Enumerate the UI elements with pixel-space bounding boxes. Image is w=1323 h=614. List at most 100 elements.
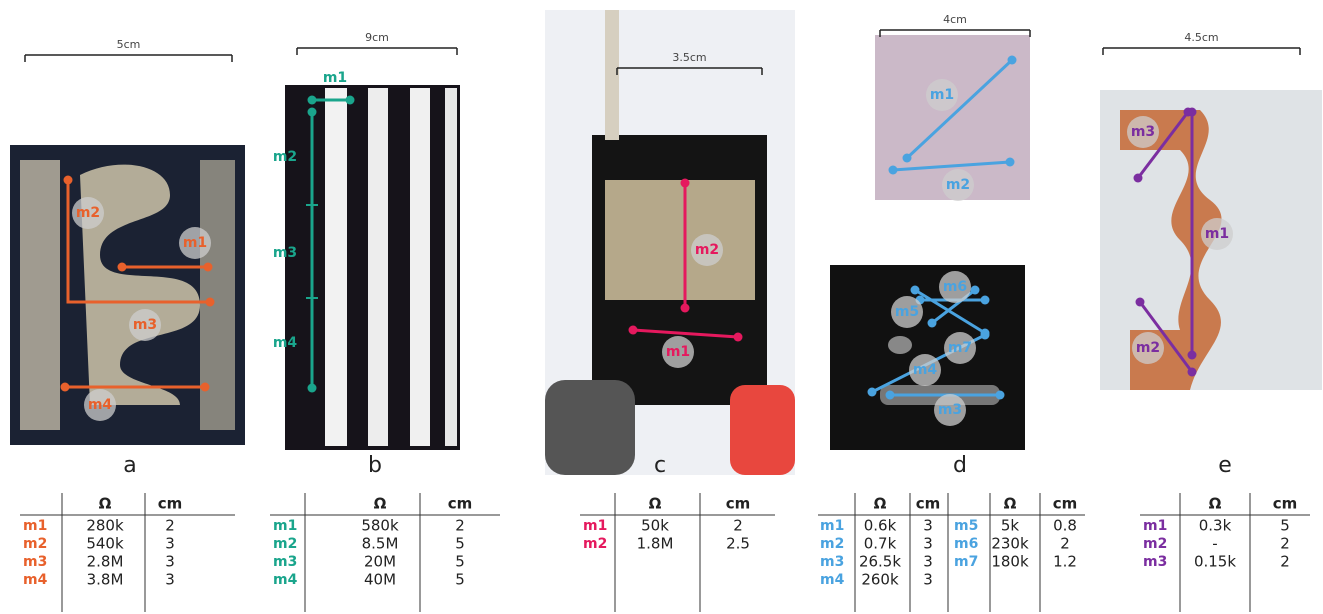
measure-line: [1138, 301, 1194, 373]
table-cell: 3: [923, 535, 933, 553]
measure-label: m3: [273, 245, 297, 261]
row-label: m5: [954, 518, 978, 534]
table-header: Ω: [649, 495, 662, 513]
measure-label: m4: [913, 362, 938, 378]
label-bubble: [909, 354, 941, 386]
table-cell: 1.2: [1053, 553, 1077, 571]
measure-label: m2: [1136, 340, 1160, 356]
table-cell: 3: [165, 535, 175, 553]
table-cell: 40M: [364, 571, 396, 589]
table-cell: 3: [165, 571, 175, 589]
table-cell: 0.6k: [864, 517, 897, 535]
measure-dot: [902, 153, 912, 163]
table-cell: 280k: [86, 517, 124, 535]
table-cell: 0.15k: [1194, 553, 1236, 571]
table-header: cm: [726, 495, 751, 513]
measure-dot: [1007, 55, 1017, 65]
measure-dot: [970, 285, 980, 295]
measure-label: m1: [930, 87, 954, 103]
measure-dot: [307, 95, 317, 105]
panel-letter: c: [654, 453, 666, 478]
measure-line: [892, 160, 1011, 172]
measure-label: m1: [1205, 226, 1229, 242]
table-cell: 3: [923, 517, 933, 535]
label-bubble: [84, 389, 116, 421]
measure-dot: [885, 390, 895, 400]
measure-dot: [1187, 107, 1197, 117]
measure-label: m3: [1131, 124, 1155, 140]
label-bubble: [662, 336, 694, 368]
row-label: m3: [23, 554, 47, 570]
measure-dot: [1187, 350, 1197, 360]
measure-line: [66, 180, 210, 304]
scale-label: 4.5cm: [1184, 31, 1218, 44]
row-label: m1: [23, 518, 47, 534]
label-bubble: [691, 234, 723, 266]
row-label: m2: [23, 536, 47, 552]
label-bubble: [129, 309, 161, 341]
scale-label: 4cm: [943, 13, 967, 26]
table-header: cm: [1053, 495, 1078, 513]
panel-letter: a: [123, 453, 136, 478]
measure-dot: [1133, 173, 1143, 183]
measure-dot: [117, 262, 127, 272]
row-label: m6: [954, 536, 978, 552]
table-cell: 20M: [364, 553, 396, 571]
table-cell: 2: [455, 517, 465, 535]
row-label: m2: [273, 536, 297, 552]
table-header: Ω: [1209, 495, 1222, 513]
table-header: cm: [448, 495, 473, 513]
table-cell: 3: [923, 553, 933, 571]
measure-label: m2: [695, 242, 719, 258]
measure-dot: [628, 325, 638, 335]
table-cell: 2: [1280, 553, 1290, 571]
measure-label: m3: [133, 317, 157, 333]
row-label: m1: [1143, 518, 1167, 534]
table-cell: 5k: [1001, 517, 1020, 535]
measure-label: m7: [948, 340, 972, 356]
row-label: m4: [820, 572, 845, 588]
measure-label: m4: [88, 397, 113, 413]
measure-label: m1: [323, 70, 347, 86]
row-label: m1: [820, 518, 844, 534]
table-cell: 1.8M: [637, 535, 674, 553]
table-cell: 2.5: [726, 535, 750, 553]
table-cell: 2: [733, 517, 743, 535]
table-cell: 230k: [991, 535, 1029, 553]
row-label: m2: [583, 536, 607, 552]
measure-label: m2: [273, 149, 297, 165]
table-cell: -: [1212, 535, 1217, 553]
table-cell: 540k: [86, 535, 124, 553]
panel-letter: d: [953, 453, 967, 478]
scale-label: 9cm: [365, 31, 389, 44]
measure-dot: [980, 328, 990, 338]
measure-dot: [60, 382, 70, 392]
measure-dot: [888, 165, 898, 175]
table-cell: 8.5M: [362, 535, 399, 553]
row-label: m3: [820, 554, 844, 570]
measure-dot: [980, 295, 990, 305]
label-bubble: [942, 169, 974, 201]
table-cell: 3: [923, 571, 933, 589]
measure-dot: [63, 175, 73, 185]
panel-letter: b: [368, 453, 382, 478]
scale-label: 5cm: [117, 38, 141, 51]
table-cell: 0.8: [1053, 517, 1077, 535]
row-label: m3: [273, 554, 297, 570]
measure-dot: [345, 95, 355, 105]
measure-dot: [995, 390, 1005, 400]
table-cell: 2: [165, 517, 175, 535]
table-header: cm: [1273, 495, 1298, 513]
table-cell: 2: [1060, 535, 1070, 553]
photo-a: [10, 145, 245, 445]
table-cell: 180k: [991, 553, 1029, 571]
table-cell: 5: [455, 535, 465, 553]
measure-label: m6: [943, 279, 967, 295]
table-header: cm: [158, 495, 183, 513]
table-cell: 3: [165, 553, 175, 571]
table-cell: 5: [455, 553, 465, 571]
measure-dot: [680, 303, 690, 313]
measure-line: [905, 58, 1014, 160]
table-header: Ω: [1004, 495, 1017, 513]
